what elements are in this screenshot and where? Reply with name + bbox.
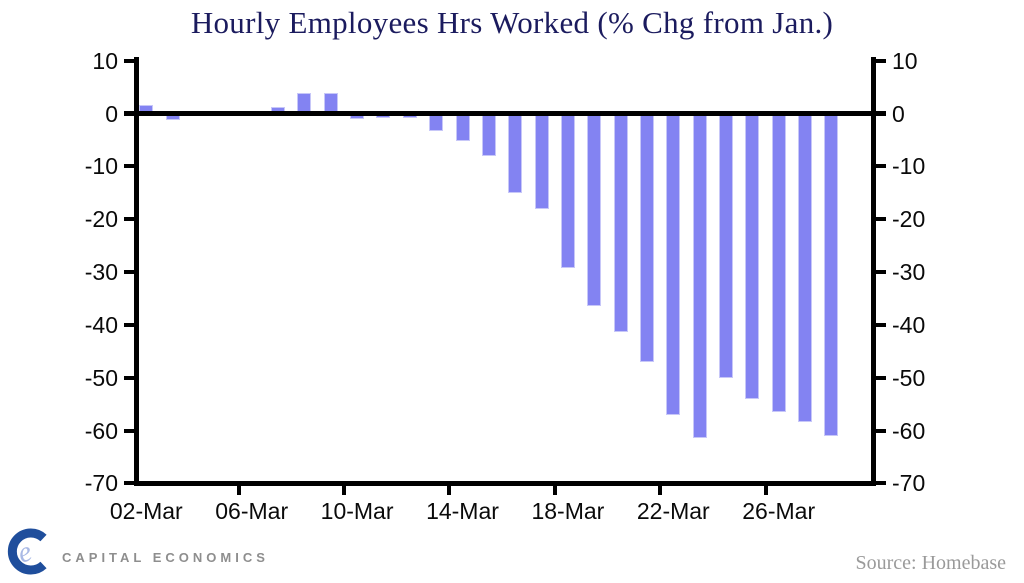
x-axis	[134, 481, 876, 486]
x-tick	[763, 486, 768, 495]
y-axis-label-right: -10	[892, 153, 926, 180]
chart-title: Hourly Employees Hrs Worked (% Chg from …	[190, 5, 834, 40]
zero-line	[124, 111, 886, 116]
y-axis-label-right: -40	[892, 311, 926, 338]
x-axis-label: 10-Mar	[320, 498, 394, 524]
x-tick	[341, 486, 346, 495]
y-tick-left	[124, 481, 134, 486]
x-axis-label: 02-Mar	[109, 498, 183, 524]
y-axis-label-right: 10	[892, 47, 918, 74]
y-tick-left	[124, 58, 134, 63]
bar-18-Mar	[560, 113, 575, 269]
capital-economics-logo: e CAPITAL ECONOMICS	[6, 528, 269, 580]
x-axis-label: 26-Mar	[742, 498, 816, 524]
bar-21-Mar	[639, 113, 654, 362]
y-tick-right	[876, 322, 886, 327]
y-tick-right	[876, 217, 886, 222]
y-axis-label-right: -30	[892, 259, 926, 286]
source-note: Source: Homebase	[855, 552, 1006, 574]
bar-19-Mar	[587, 113, 602, 306]
logo-wordmark: CAPITAL ECONOMICS	[62, 549, 269, 565]
y-axis-label-left: -70	[84, 470, 118, 497]
x-tick	[658, 486, 663, 495]
y-tick-left	[124, 270, 134, 275]
y-axis-label-right: -60	[892, 417, 926, 444]
y-axis-label-left: -50	[84, 364, 118, 391]
y-axis-left	[134, 57, 139, 486]
bar-23-Mar	[692, 113, 707, 438]
y-tick-right	[876, 164, 886, 169]
x-axis-label: 18-Mar	[531, 498, 605, 524]
y-axis-label-left: -40	[84, 311, 118, 338]
x-axis-label: 22-Mar	[636, 498, 710, 524]
bar-16-Mar	[508, 113, 523, 193]
bar-15-Mar	[481, 113, 496, 157]
y-tick-left	[124, 217, 134, 222]
bar-14-Mar	[455, 113, 470, 141]
y-tick-right	[876, 481, 886, 486]
bar-17-Mar	[534, 113, 549, 209]
y-tick-right	[876, 428, 886, 433]
y-tick-right	[876, 375, 886, 380]
x-tick	[236, 486, 241, 495]
x-axis-label: 06-Mar	[215, 498, 289, 524]
bar-22-Mar	[666, 113, 681, 415]
y-tick-right	[876, 58, 886, 63]
bar-26-Mar	[771, 113, 786, 413]
y-axis-label-right: 0	[892, 100, 905, 127]
y-axis-label-right: -70	[892, 470, 926, 497]
bar-27-Mar	[798, 113, 813, 422]
y-axis-right	[871, 57, 876, 486]
y-tick-left	[124, 375, 134, 380]
y-axis-label-left: -60	[84, 417, 118, 444]
bar-28-Mar	[824, 113, 839, 436]
y-axis-label-left: -10	[84, 153, 118, 180]
y-axis-label-left: -20	[84, 206, 118, 233]
bar-24-Mar	[719, 113, 733, 378]
x-tick	[447, 486, 452, 495]
y-tick-left	[124, 322, 134, 327]
y-axis-label-left: -30	[84, 259, 118, 286]
bar-13-Mar	[429, 113, 444, 132]
bar-20-Mar	[613, 113, 628, 332]
y-axis-label-right: -20	[892, 206, 926, 233]
x-axis-label: 14-Mar	[426, 498, 499, 524]
y-axis-label-left: 10	[92, 47, 118, 74]
capital-economics-logo-icon: e	[6, 528, 52, 580]
y-tick-left	[124, 428, 134, 433]
y-tick-left	[124, 164, 134, 169]
x-tick	[552, 486, 557, 495]
bar-25-Mar	[745, 113, 760, 399]
y-axis-label-right: -50	[892, 364, 926, 391]
y-axis-label-left: 0	[105, 100, 118, 127]
y-tick-right	[876, 270, 886, 275]
